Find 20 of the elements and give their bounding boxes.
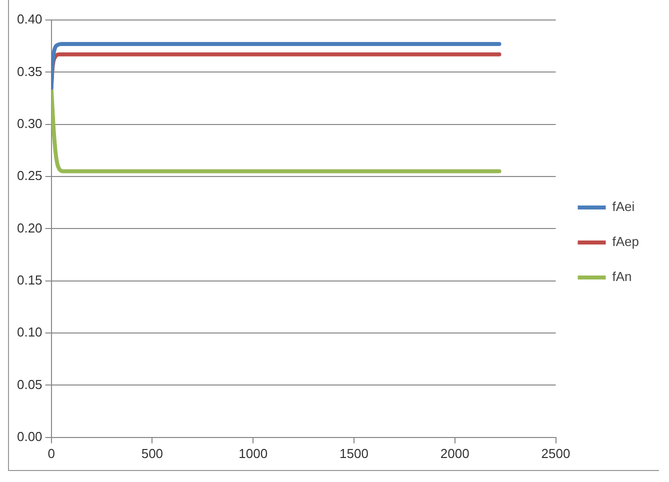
- x-tick-label: 1500: [340, 446, 368, 461]
- y-tick-label: 0.15: [16, 272, 42, 288]
- y-tick-label: 0.05: [16, 376, 42, 392]
- line-series: [51, 42, 502, 90]
- y-tick-label: 0.25: [16, 168, 42, 184]
- x-tick-label: 0: [48, 446, 55, 461]
- x-tick-label: 2500: [541, 446, 570, 461]
- legend-label: fAep: [612, 234, 640, 250]
- x-tick-label: 500: [141, 446, 164, 461]
- y-tick-label: 0.30: [16, 116, 42, 131]
- y-tick-label: 0.35: [16, 64, 42, 79]
- legend-label: fAn: [612, 269, 632, 284]
- y-tick-label: 0.40: [16, 12, 42, 27]
- line-series: [51, 86, 502, 174]
- y-tick-label: 0.10: [16, 324, 42, 340]
- y-tick-label: 0.20: [16, 220, 42, 236]
- x-tick-label: 2000: [440, 446, 470, 461]
- legend-label: fAei: [612, 199, 635, 214]
- x-tick-label: 1000: [238, 446, 268, 461]
- y-tick-label: 0.00: [16, 428, 42, 444]
